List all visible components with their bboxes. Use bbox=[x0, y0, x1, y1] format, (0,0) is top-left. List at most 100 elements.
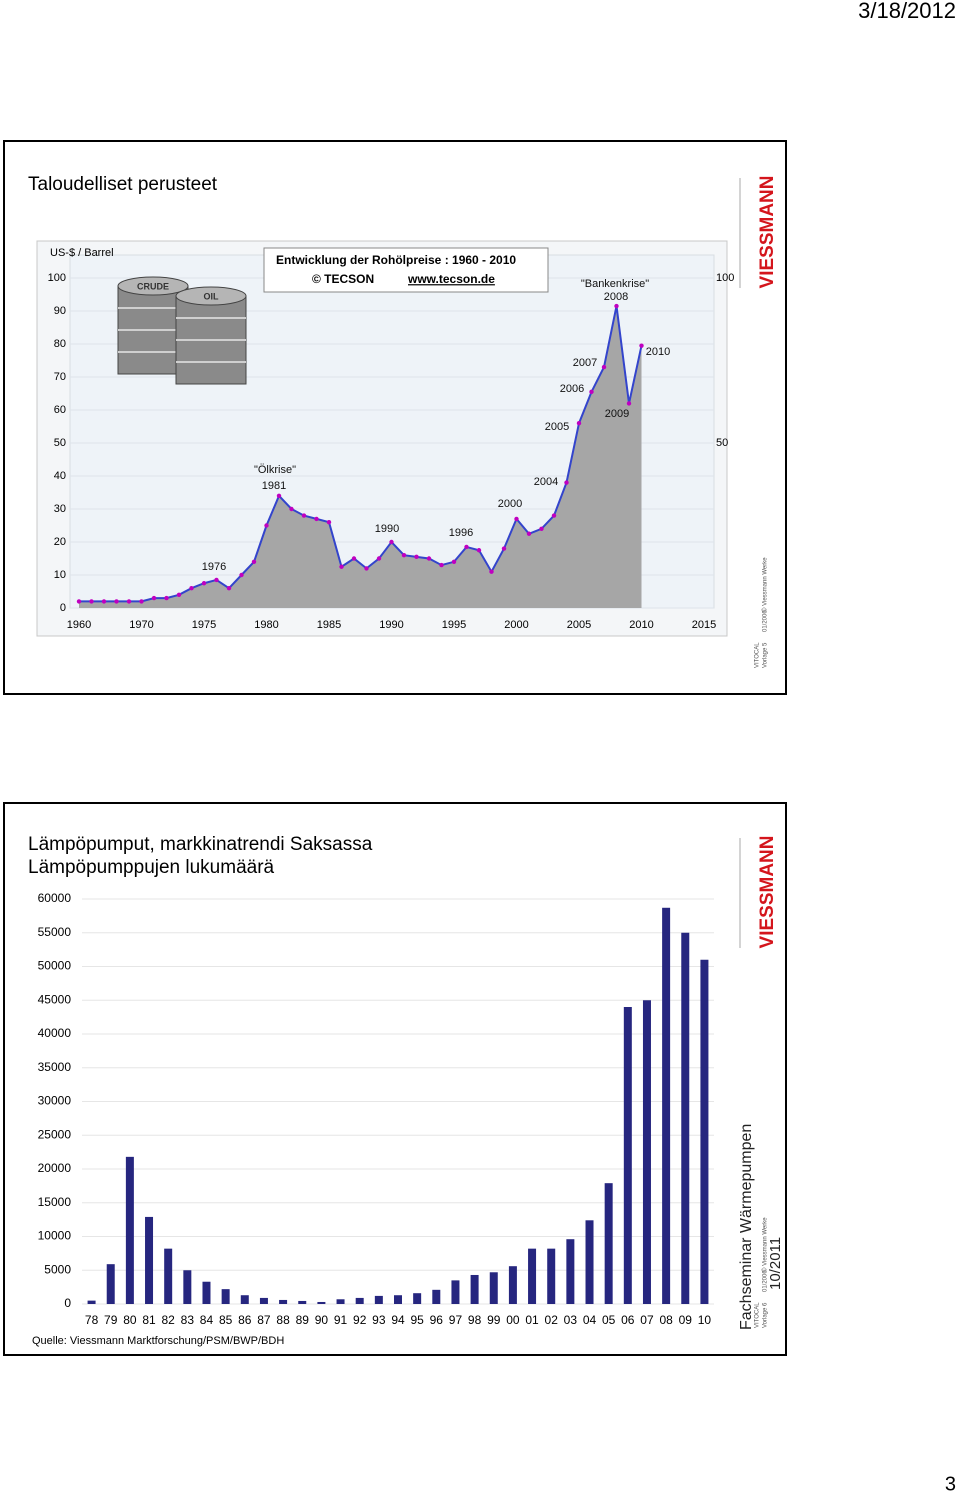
y-tick-label: 5000 bbox=[44, 1262, 71, 1276]
bar bbox=[259, 1297, 268, 1304]
annotation: 2008 bbox=[604, 291, 628, 303]
slide-title: Taloudelliset perusteet bbox=[28, 174, 218, 195]
bar bbox=[508, 1266, 517, 1304]
bar bbox=[662, 907, 671, 1304]
y-tick-label: 0 bbox=[60, 602, 66, 614]
bar bbox=[566, 1239, 575, 1304]
footer: © Viessmann Werke bbox=[762, 1217, 769, 1272]
annotation: 2004 bbox=[534, 476, 558, 488]
footer: Vorlage 6 bbox=[763, 1302, 769, 1328]
x-tick-label: 79 bbox=[104, 1313, 118, 1327]
annotation: 2006 bbox=[560, 383, 584, 395]
y-tick-label: 60 bbox=[54, 404, 66, 416]
side-date: 10/2011 bbox=[767, 1237, 784, 1290]
x-tick-label: 90 bbox=[315, 1313, 329, 1327]
url: www.tecson.de bbox=[407, 272, 495, 286]
marker bbox=[589, 389, 594, 395]
marker bbox=[289, 506, 294, 512]
bar bbox=[374, 1295, 383, 1304]
bar bbox=[336, 1299, 345, 1304]
marker bbox=[339, 564, 344, 569]
y-tick-label: 10000 bbox=[38, 1229, 72, 1243]
bar bbox=[87, 1300, 96, 1304]
annotation: 2000 bbox=[498, 498, 522, 510]
date: 3/18/2012 bbox=[858, 0, 956, 23]
y-tick-label: 40000 bbox=[38, 1026, 72, 1040]
footer: 01/2006 bbox=[763, 1270, 769, 1292]
x-tick-label: 88 bbox=[276, 1313, 290, 1327]
marker bbox=[176, 592, 182, 597]
page-number: 3 bbox=[945, 1473, 956, 1495]
y-tick-label: 50000 bbox=[38, 959, 72, 973]
marker bbox=[364, 566, 369, 571]
x-tick-label: 2015 bbox=[692, 619, 716, 631]
x-tick-label: 1970 bbox=[129, 619, 153, 631]
y-tick-label: 30000 bbox=[38, 1094, 72, 1108]
x-tick-label: 83 bbox=[181, 1313, 195, 1327]
x-tick-label: 08 bbox=[659, 1313, 673, 1327]
y-tick-label: 60000 bbox=[38, 891, 72, 905]
marker bbox=[239, 572, 244, 578]
x-tick-label: 81 bbox=[142, 1313, 156, 1327]
marker bbox=[151, 595, 157, 601]
annotation: 2005 bbox=[545, 421, 569, 433]
marker bbox=[464, 544, 469, 550]
marker bbox=[264, 523, 269, 528]
annotation: 2009 bbox=[605, 408, 629, 420]
y-tick-label: 25000 bbox=[38, 1127, 72, 1141]
bar bbox=[681, 932, 690, 1304]
bar bbox=[451, 1280, 460, 1304]
x-tick-label: 2000 bbox=[504, 619, 528, 631]
logo: VIESSMANN bbox=[757, 176, 778, 289]
marker bbox=[251, 559, 257, 564]
x-tick-label: 01 bbox=[525, 1313, 539, 1327]
marker bbox=[376, 556, 382, 561]
bar bbox=[279, 1299, 288, 1304]
marker bbox=[576, 421, 582, 426]
x-tick-label: 09 bbox=[679, 1313, 693, 1327]
marker bbox=[551, 513, 557, 518]
x-tick-label: 97 bbox=[449, 1313, 463, 1327]
footer: 01/2006 bbox=[763, 610, 769, 632]
x-tick-label: 07 bbox=[640, 1313, 654, 1327]
x-tick-label: 03 bbox=[564, 1313, 578, 1327]
bar bbox=[125, 1156, 134, 1304]
y-tick-label: 40 bbox=[54, 470, 66, 482]
marker bbox=[426, 556, 432, 561]
annotation: 2007 bbox=[573, 357, 597, 369]
marker bbox=[514, 516, 519, 522]
y2-tick-label: 50 bbox=[716, 437, 728, 449]
credit: © TECSON bbox=[312, 272, 374, 286]
bar bbox=[317, 1301, 326, 1304]
bar bbox=[394, 1295, 402, 1304]
barrel-label: OIL bbox=[204, 291, 220, 301]
x-tick-label: 98 bbox=[468, 1313, 482, 1327]
x-tick-label: 2010 bbox=[629, 619, 653, 631]
marker bbox=[301, 513, 307, 518]
x-tick-label: 91 bbox=[334, 1313, 348, 1327]
marker bbox=[126, 599, 132, 604]
y-tick-label: 50 bbox=[54, 437, 66, 449]
heat-pump-chart: 0500010000150002000025000300003500040000… bbox=[38, 891, 714, 1327]
bar bbox=[145, 1216, 154, 1304]
marker bbox=[89, 599, 94, 604]
annotation: 1981 bbox=[262, 480, 286, 492]
x-tick-label: 85 bbox=[219, 1313, 233, 1327]
barrel-top bbox=[117, 276, 189, 296]
slide-title: Lämpöpumput, markkinatrendi Saksassa bbox=[28, 834, 373, 855]
x-tick-label: 87 bbox=[257, 1313, 271, 1327]
y2-tick-label: 100 bbox=[716, 272, 734, 284]
source: Quelle: Viessmann Marktforschung/PSM/BWP… bbox=[32, 1335, 284, 1347]
x-tick-label: 2005 bbox=[567, 619, 591, 631]
x-tick-label: 1980 bbox=[254, 619, 278, 631]
y-tick-label: 35000 bbox=[38, 1060, 72, 1074]
title-box bbox=[263, 247, 549, 293]
annotation: 1976 bbox=[202, 561, 226, 573]
x-tick-label: 10 bbox=[698, 1313, 712, 1327]
bar bbox=[355, 1297, 364, 1304]
x-tick-label: 06 bbox=[621, 1313, 635, 1327]
marker bbox=[564, 480, 569, 485]
line bbox=[79, 305, 643, 603]
side-title: Fachseminar Wärmepumpen bbox=[738, 1124, 755, 1330]
